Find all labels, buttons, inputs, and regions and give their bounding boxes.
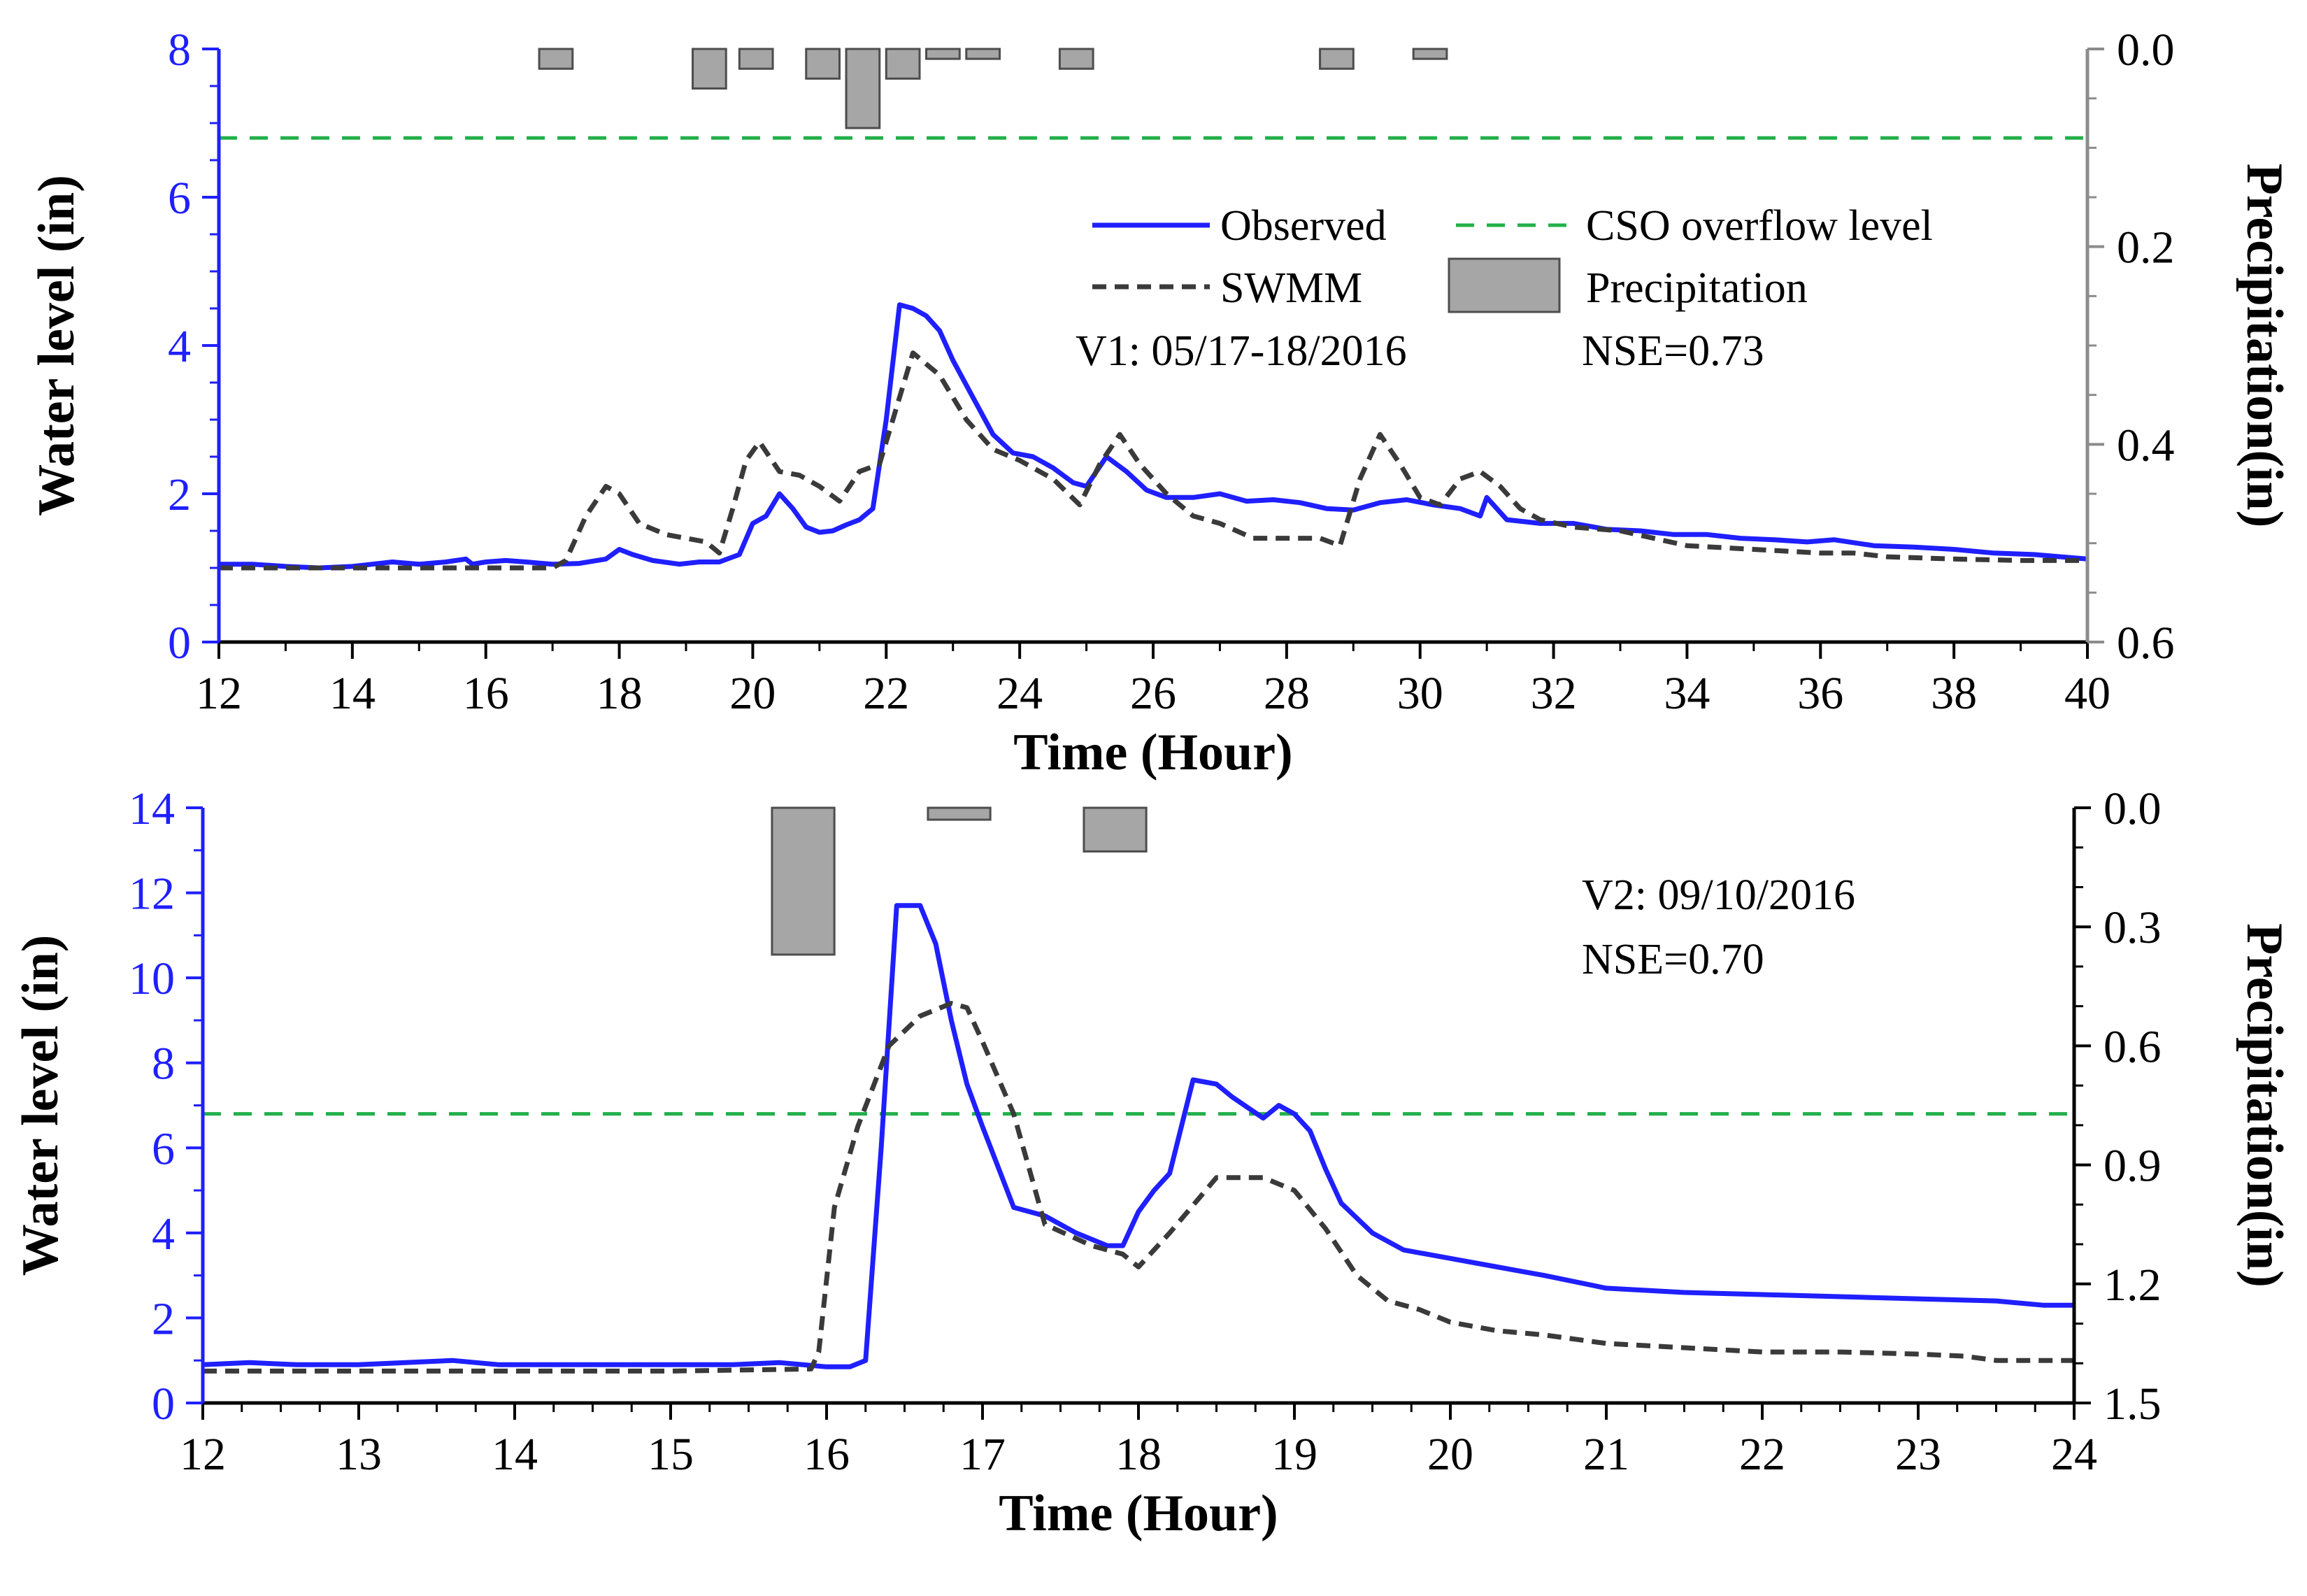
x-tick-label: 14 — [492, 1429, 538, 1480]
x-tick-label: 17 — [959, 1429, 1006, 1480]
x-tick-label: 16 — [463, 668, 509, 719]
y-tick-label: 0 — [152, 1378, 175, 1430]
y2-axis-title: Precipitation(in) — [2236, 923, 2293, 1288]
x-tick-label: 38 — [1931, 668, 1977, 719]
y2-tick-label: 0.6 — [2117, 618, 2175, 669]
x-tick-label: 23 — [1895, 1429, 1941, 1480]
y-tick-label: 8 — [168, 24, 191, 76]
y2-tick-label: 0.9 — [2104, 1141, 2162, 1192]
y-axis-title: Water level (in) — [28, 175, 85, 516]
x-tick-label: 13 — [336, 1429, 382, 1480]
precipitation-bar — [925, 48, 961, 60]
legend-precip-swatch — [1448, 257, 1561, 313]
x-tick-label: 36 — [1797, 668, 1843, 719]
y2-tick-label: 0.6 — [2104, 1021, 2162, 1072]
swmm-series-line — [203, 1001, 2074, 1374]
x-tick-label: 32 — [1531, 668, 1577, 719]
precipitation-bar — [692, 48, 727, 90]
y2-tick-label: 1.5 — [2104, 1378, 2162, 1430]
y2-tick-label: 0.0 — [2117, 24, 2175, 76]
nse-annotation: NSE=0.70 — [1582, 936, 1764, 983]
x-tick-label: 24 — [2051, 1429, 2097, 1480]
x-tick-label: 30 — [1397, 668, 1443, 719]
x-tick-label: 14 — [329, 668, 376, 719]
x-tick-label: 22 — [1739, 1429, 1785, 1480]
y-tick-label: 14 — [129, 783, 175, 834]
y2-tick-label: 0.3 — [2104, 902, 2162, 953]
precipitation-bar — [927, 806, 992, 821]
precipitation-bar — [1412, 48, 1448, 60]
precipitation-bar — [1058, 48, 1094, 70]
event-annotation: V2: 09/10/2016 — [1582, 871, 1855, 919]
y-axis-title: Water level (in) — [12, 935, 69, 1276]
precipitation-bar — [738, 48, 774, 70]
x-tick-label: 40 — [2064, 668, 2110, 719]
x-tick-label: 21 — [1583, 1429, 1629, 1480]
event-annotation: V1: 05/17-18/2016 — [1076, 327, 1407, 375]
y2-tick-label: 1.2 — [2104, 1260, 2162, 1311]
y-tick-label: 6 — [152, 1123, 175, 1174]
y-tick-label: 6 — [168, 173, 191, 224]
x-tick-label: 12 — [196, 668, 242, 719]
x-tick-label: 16 — [803, 1429, 850, 1480]
legend-swmm-label: SWMM — [1220, 264, 1362, 312]
y-tick-label: 4 — [152, 1209, 175, 1260]
y-tick-label: 2 — [152, 1293, 175, 1344]
y-tick-label: 4 — [168, 321, 191, 372]
legend: Observed CSO overflow level SWMM Precipitat… — [1092, 202, 1933, 313]
precipitation-bar — [845, 48, 881, 129]
x-axis-title: Time (Hour) — [1013, 724, 1292, 781]
x-tick-label: 20 — [1427, 1429, 1473, 1480]
y-tick-label: 12 — [129, 869, 175, 920]
x-tick-label: 19 — [1271, 1429, 1317, 1480]
nse-annotation: NSE=0.73 — [1582, 327, 1764, 375]
precipitation-bar — [885, 48, 921, 80]
precipitation-bar — [1319, 48, 1355, 70]
x-tick-label: 34 — [1664, 668, 1710, 719]
y2-tick-label: 0.2 — [2117, 222, 2175, 273]
y-tick-label: 0 — [168, 618, 191, 669]
x-tick-label: 22 — [863, 668, 909, 719]
precipitation-bar — [965, 48, 1001, 60]
legend-observed-label: Observed — [1220, 202, 1387, 250]
precipitation-bar — [538, 48, 574, 70]
x-tick-label: 12 — [180, 1429, 226, 1480]
x-tick-label: 18 — [597, 668, 643, 719]
y-tick-label: 2 — [168, 469, 191, 520]
x-tick-label: 24 — [997, 668, 1043, 719]
x-tick-label: 20 — [729, 668, 776, 719]
x-tick-label: 26 — [1130, 668, 1176, 719]
x-tick-label: 18 — [1115, 1429, 1162, 1480]
swmm-series-line — [219, 350, 2087, 571]
y2-tick-label: 0.4 — [2117, 420, 2175, 471]
precipitation-bar — [771, 806, 836, 956]
x-tick-label: 15 — [648, 1429, 694, 1480]
y-tick-label: 8 — [152, 1039, 175, 1090]
x-axis-title: Time (Hour) — [999, 1485, 1278, 1542]
y-tick-label: 10 — [129, 953, 175, 1004]
y2-axis-title: Precipitation(in) — [2236, 164, 2293, 528]
precipitation-bar — [805, 48, 841, 80]
precipitation-bar — [1083, 806, 1148, 853]
observed-series-line — [202, 903, 2074, 1369]
x-tick-label: 28 — [1264, 668, 1310, 719]
legend-precip-label: Precipitation — [1586, 264, 1808, 312]
y2-tick-label: 0.0 — [2104, 783, 2162, 834]
legend-cso-label: CSO overflow level — [1586, 202, 1933, 250]
